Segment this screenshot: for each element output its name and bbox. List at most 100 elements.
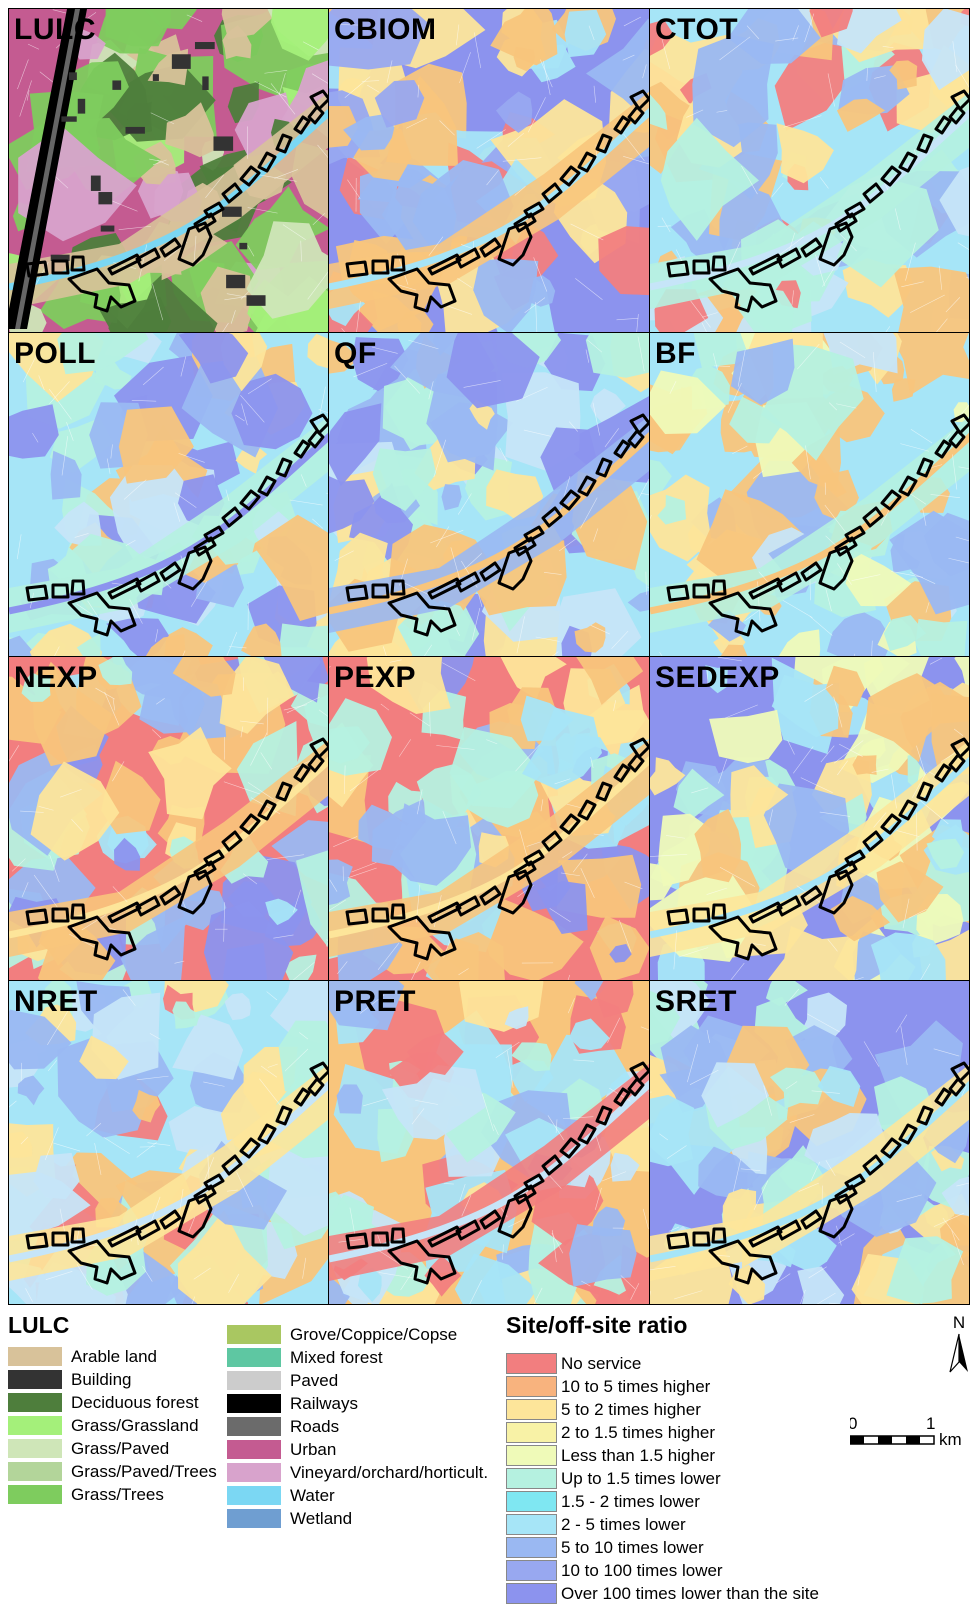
map-panel-cbiom: CBIOM <box>328 8 650 333</box>
lulc-legend-title: LULC <box>8 1312 70 1338</box>
map-sret <box>650 981 969 1304</box>
map-panel-title: PRET <box>334 985 417 1018</box>
map-bf <box>650 333 969 656</box>
study-sites <box>345 1061 649 1285</box>
map-panel-title: LULC <box>14 13 96 46</box>
map-nexp <box>9 657 328 980</box>
map-panel-bf: BF <box>649 332 970 657</box>
map-panel-title: POLL <box>14 337 96 370</box>
lulc-legend-label: Deciduous forest <box>71 1392 199 1412</box>
study-sites <box>666 89 969 313</box>
lulc-legend-swatch <box>8 1485 62 1504</box>
lulc-legend-item: Grass/Paved <box>8 1438 169 1459</box>
lulc-legend-swatch <box>227 1394 281 1413</box>
lulc-legend-label: Grass/Trees <box>71 1484 164 1504</box>
ratio-legend-swatch <box>506 1491 557 1512</box>
ratio-legend-label: 5 to 10 times lower <box>561 1537 704 1557</box>
ratio-legend-item: 10 to 100 times lower <box>506 1560 723 1581</box>
map-sedexp <box>650 657 969 980</box>
ratio-legend-item: Up to 1.5 times lower <box>506 1468 721 1489</box>
map-cbiom <box>329 9 649 332</box>
lulc-legend-swatch <box>8 1439 62 1458</box>
map-pexp <box>329 657 649 980</box>
map-panel-title: SEDEXP <box>655 661 780 694</box>
ratio-legend-label: 5 to 2 times higher <box>561 1399 701 1419</box>
ratio-legend-label: Up to 1.5 times lower <box>561 1468 721 1488</box>
lulc-legend-label: Grass/Paved/Trees <box>71 1461 217 1481</box>
lulc-legend-label: Grass/Paved <box>71 1438 170 1458</box>
lulc-legend-swatch <box>8 1393 62 1412</box>
map-panel-title: NEXP <box>14 661 98 694</box>
ratio-legend-label: Less than 1.5 higher <box>561 1445 716 1465</box>
map-panel-poll: POLL <box>8 332 329 657</box>
lulc-legend-item: Grass/Paved/Trees <box>8 1461 217 1482</box>
scale-bar-unit: km <box>939 1430 962 1449</box>
lulc-legend-swatch <box>227 1486 281 1505</box>
ratio-legend-swatch <box>506 1583 557 1604</box>
ratio-legend-label: No service <box>561 1353 642 1373</box>
lulc-legend-item: Urban <box>227 1439 336 1460</box>
lulc-legend-swatch <box>8 1370 62 1389</box>
scale-bar: 0 1 km <box>850 1414 962 1449</box>
ratio-legend-item: 1.5 - 2 times lower <box>506 1491 700 1512</box>
ratio-legend-swatch <box>506 1376 557 1397</box>
map-panel-nret: NRET <box>8 980 329 1305</box>
lulc-legend-item: Grass/Grassland <box>8 1415 199 1436</box>
ratio-legend-item: 5 to 2 times higher <box>506 1399 701 1420</box>
lulc-legend-item: Building <box>8 1369 132 1390</box>
lulc-legend-label: Paved <box>290 1370 339 1390</box>
ratio-legend-item: No service <box>506 1353 641 1374</box>
lulc-legend-item: Water <box>227 1485 335 1506</box>
lulc-legend-item: Arable land <box>8 1346 157 1367</box>
map-lulc <box>9 9 328 332</box>
map-panel-title: CTOT <box>655 13 739 46</box>
map-poll <box>9 333 328 656</box>
study-sites <box>25 737 328 961</box>
map-nret <box>9 981 328 1304</box>
north-arrow-label: N <box>953 1313 965 1332</box>
lulc-legend-item: Paved <box>227 1370 338 1391</box>
map-panel-ctot: CTOT <box>649 8 970 333</box>
map-panel-grid: LULC CBIOM CTOT POLL QF BF NEXP PEXP SEDEXP NRET P… <box>8 8 970 1305</box>
map-panel-pret: PRET <box>328 980 650 1305</box>
ratio-legend-item: Less than 1.5 higher <box>506 1445 715 1466</box>
map-panel-title: BF <box>655 337 696 370</box>
lulc-legend-item: Grass/Trees <box>8 1484 164 1505</box>
lulc-legend-item: Wetland <box>227 1508 352 1529</box>
ratio-legend-item: 2 to 1.5 times higher <box>506 1422 715 1443</box>
ratio-legend-label: 2 to 1.5 times higher <box>561 1422 716 1442</box>
ratio-legend-item: 2 - 5 times lower <box>506 1514 686 1535</box>
ratio-legend-swatch <box>506 1537 557 1558</box>
scale-bar-start: 0 <box>850 1414 857 1433</box>
map-ctot <box>650 9 969 332</box>
ratio-legend-item: 5 to 10 times lower <box>506 1537 704 1558</box>
lulc-legend-label: Mixed forest <box>290 1347 383 1367</box>
lulc-legend-label: Vineyard/orchard/horticult. <box>290 1462 489 1482</box>
lulc-legend-swatch <box>227 1325 281 1344</box>
map-panel-sret: SRET <box>649 980 970 1305</box>
lulc-legend-swatch <box>227 1440 281 1459</box>
map-pret <box>329 981 649 1304</box>
study-sites <box>25 89 328 313</box>
ratio-legend-label: 10 to 100 times lower <box>561 1560 723 1580</box>
north-arrow-icon: N <box>949 1313 968 1373</box>
lulc-legend-label: Water <box>290 1485 335 1505</box>
lulc-legend-label: Grove/Coppice/Copse <box>290 1324 458 1344</box>
ratio-legend-label: 2 - 5 times lower <box>561 1514 686 1534</box>
lulc-legend-swatch <box>227 1348 281 1367</box>
lulc-legend-item: Deciduous forest <box>8 1392 199 1413</box>
scale-bar-end: 1 <box>926 1414 935 1433</box>
study-sites <box>345 89 649 313</box>
lulc-legend-swatch <box>8 1347 62 1366</box>
map-panel-nexp: NEXP <box>8 656 329 981</box>
map-panel-title: NRET <box>14 985 98 1018</box>
ratio-legend-swatch <box>506 1399 557 1420</box>
map-panel-pexp: PEXP <box>328 656 650 981</box>
lulc-legend-item: Grove/Coppice/Copse <box>227 1324 457 1345</box>
lulc-legend-label: Railways <box>290 1393 359 1413</box>
lulc-legend-label: Urban <box>290 1439 337 1459</box>
study-sites <box>345 737 649 961</box>
study-sites <box>666 737 969 961</box>
lulc-legend-swatch <box>8 1416 62 1435</box>
study-sites <box>345 413 649 637</box>
